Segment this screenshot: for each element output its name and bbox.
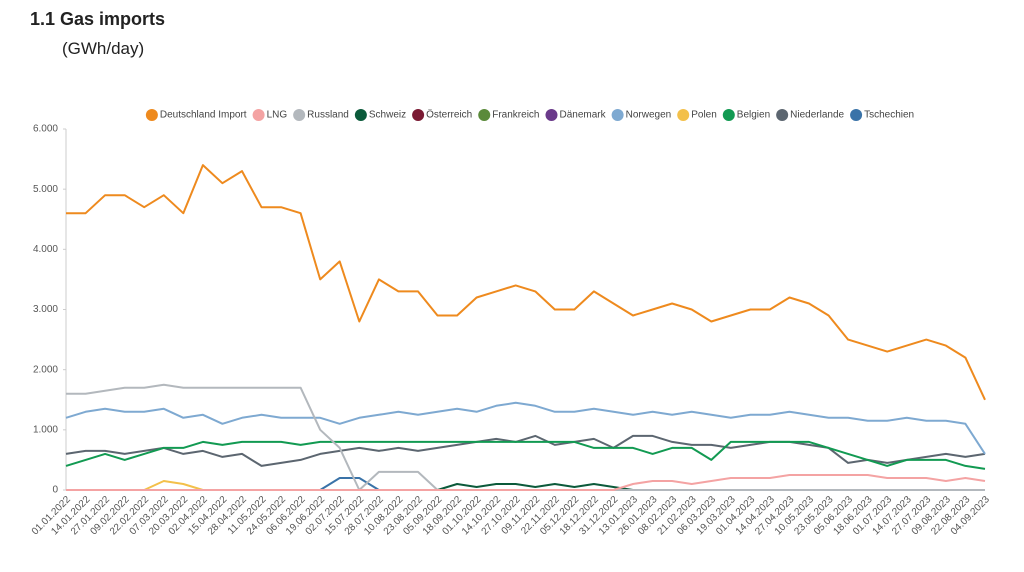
legend-label: Deutschland Import (160, 110, 247, 121)
y-tick-label: 2.000 (33, 364, 58, 375)
legend-label: Belgien (737, 110, 770, 121)
chart-subtitle: (GWh/day) (62, 39, 144, 58)
legend-label: Österreich (426, 109, 472, 121)
series-line (66, 474, 986, 491)
legend-marker (677, 109, 690, 121)
legend-marker (354, 109, 367, 121)
legend-label: Frankreich (492, 110, 539, 121)
legend-label: Dänemark (559, 110, 606, 121)
legend-label: Niederlande (790, 110, 844, 121)
legend-marker (850, 109, 863, 121)
series-line (66, 164, 986, 401)
legend-marker (545, 109, 558, 121)
y-tick-label: 4.000 (33, 244, 58, 255)
legend-marker (252, 109, 265, 121)
legend-label: Tschechien (864, 110, 914, 121)
legend-marker (722, 109, 735, 121)
legend-marker (293, 109, 306, 121)
y-tick-label: 6.000 (33, 124, 58, 135)
legend-marker (776, 109, 789, 121)
y-tick-label: 1.000 (33, 424, 58, 435)
legend-marker (478, 109, 491, 121)
series-line (65, 401, 986, 455)
legend-label: Russland (307, 110, 349, 121)
legend-label: Polen (691, 110, 717, 121)
legend-marker (145, 109, 158, 121)
y-tick-label: 3.000 (33, 304, 58, 315)
y-tick-label: 0 (52, 485, 58, 496)
legend-marker (412, 109, 425, 121)
series-line (65, 434, 986, 467)
legend-label: Norwegen (626, 110, 672, 121)
legend-label: LNG (267, 110, 288, 121)
legend-label: Schweiz (369, 110, 406, 121)
series-line (66, 477, 985, 491)
series-line (65, 440, 986, 470)
y-tick-label: 5.000 (33, 184, 58, 195)
chart-title: 1.1 Gas imports (30, 9, 165, 29)
legend-marker (611, 109, 624, 121)
